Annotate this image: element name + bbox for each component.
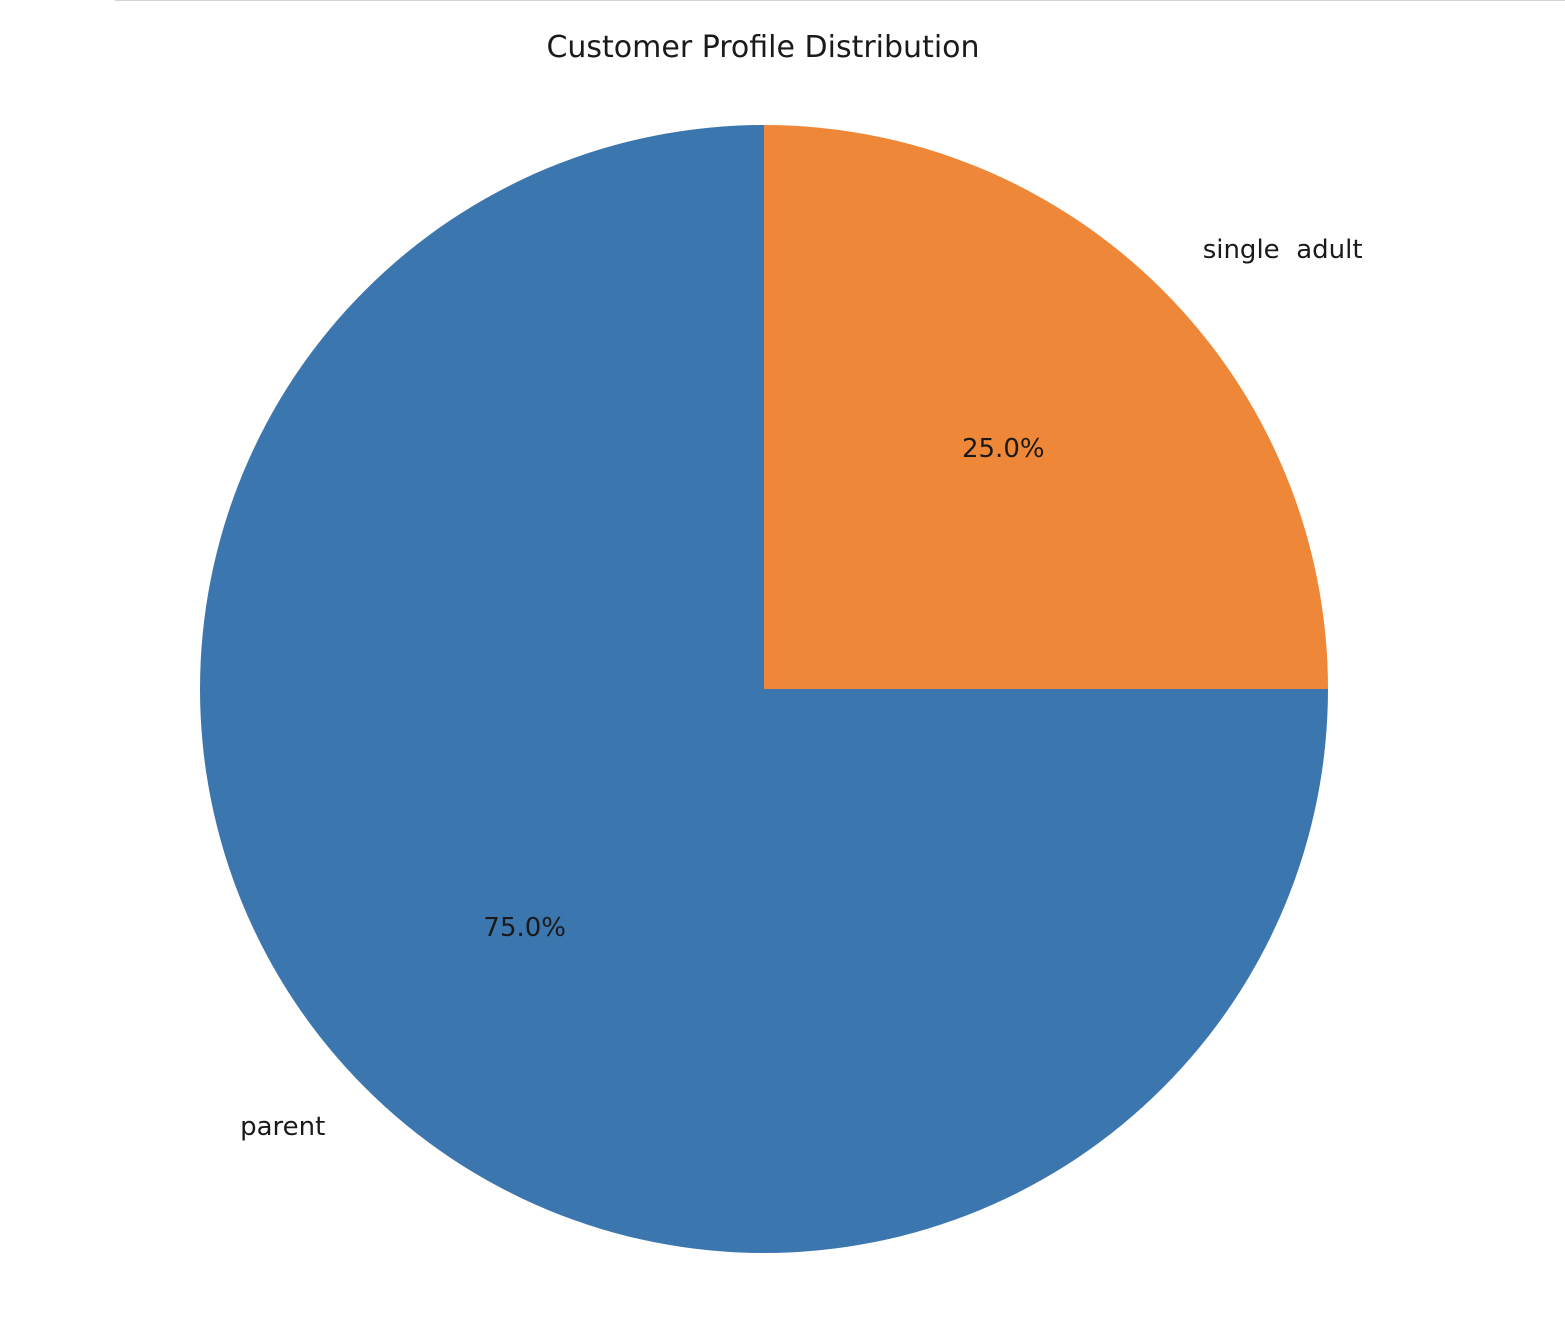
- pie-percent-label: 25.0%: [962, 434, 1045, 464]
- pie-slice-single-adult: [764, 125, 1328, 689]
- top-divider: [115, 0, 1565, 1]
- pie-slices: [200, 125, 1328, 1253]
- pie-category-label: parent: [240, 1112, 325, 1142]
- chart-title: Customer Profile Distribution: [546, 30, 979, 65]
- pie-labels: 75.0% parent 25.0% single adult: [240, 235, 1362, 1142]
- pie-category-label: single adult: [1203, 235, 1363, 265]
- pie-percent-label: 75.0%: [483, 913, 566, 943]
